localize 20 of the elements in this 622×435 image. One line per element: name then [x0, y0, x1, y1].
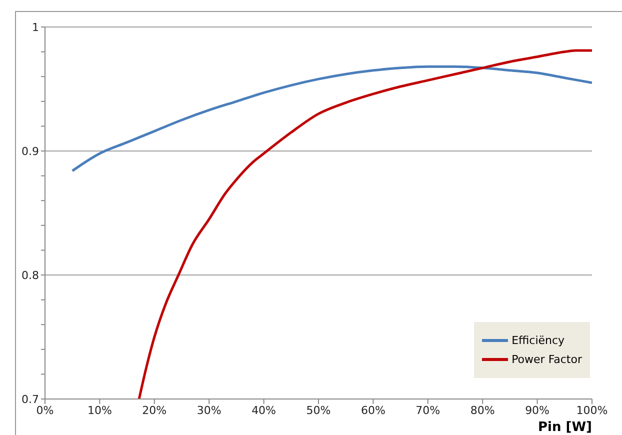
x-tick-label: 10% [87, 404, 112, 417]
y-tick-label: 0.9 [22, 144, 39, 158]
y-tick-label: 1 [32, 20, 39, 34]
line-series [71, 65, 592, 172]
x-tick-label: 70% [416, 404, 440, 417]
legend-label: Efficiëncy [512, 334, 565, 347]
y-tick-label: 0.8 [22, 268, 39, 282]
line-series [138, 49, 592, 399]
x-tick-label: 0% [36, 404, 54, 417]
x-tick-label: 30% [196, 404, 222, 417]
x-tick-label: 100% [576, 404, 608, 417]
x-tick-label: 90% [525, 404, 550, 417]
x-axis-title: Pin [W] [538, 420, 592, 435]
x-tick-label: 20% [142, 404, 167, 417]
x-tick-label: 80% [470, 404, 495, 417]
x-tick-label: 50% [306, 404, 331, 417]
x-tick-label: 40% [252, 404, 276, 417]
x-tick-label: 60% [360, 404, 386, 417]
legend-label: Power Factor [512, 353, 582, 366]
y-tick-label: 0.7 [22, 392, 39, 406]
